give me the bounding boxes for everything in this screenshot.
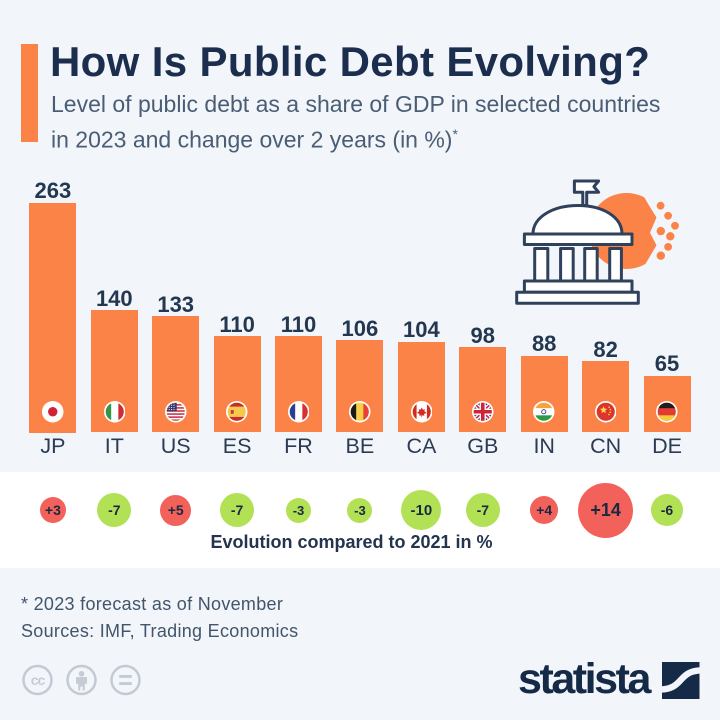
- svg-text:cc: cc: [31, 672, 46, 688]
